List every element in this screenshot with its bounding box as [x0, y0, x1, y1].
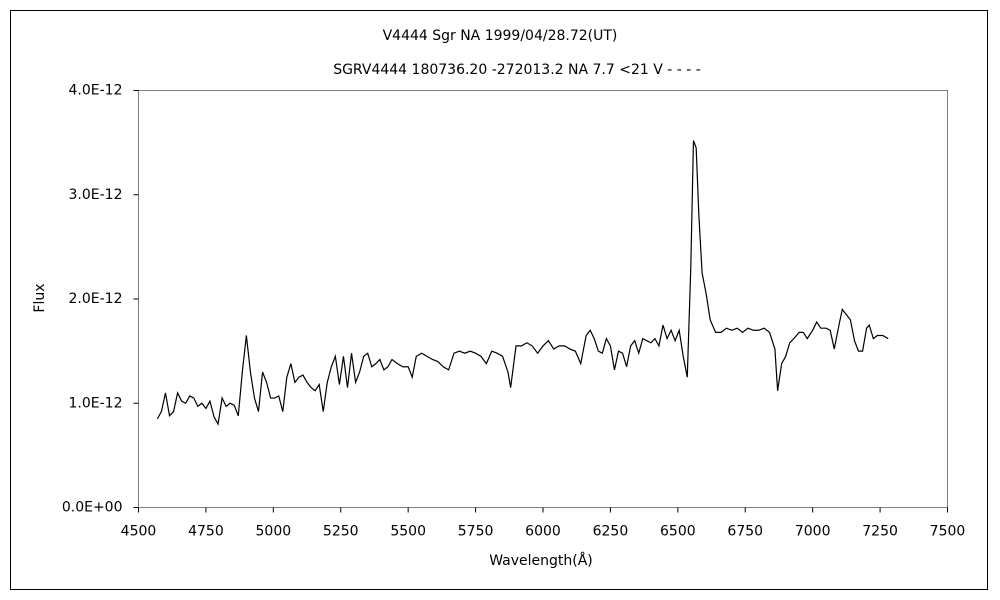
x-tick-label: 5500 — [390, 524, 426, 540]
y-tick-label: 2.0E-12 — [69, 291, 123, 307]
x-tick-label: 5000 — [256, 524, 292, 540]
y-tick-label: 4.0E-12 — [69, 83, 123, 99]
x-tick-label: 4500 — [121, 524, 157, 540]
y-tick-label: 0.0E+00 — [62, 500, 123, 516]
x-tick-label: 6500 — [660, 524, 696, 540]
x-tick-label: 7250 — [862, 524, 898, 540]
x-tick-label: 6750 — [727, 524, 763, 540]
x-tick-label: 7500 — [930, 524, 966, 540]
y-tick-label: 3.0E-12 — [69, 187, 123, 203]
y-axis-label: Flux — [32, 283, 48, 312]
plot-frame — [138, 90, 948, 508]
x-tick-label: 6250 — [593, 524, 629, 540]
y-tick-label: 1.0E-12 — [69, 395, 123, 411]
chart-subtitle: SGRV4444 180736.20 -272013.2 NA 7.7 <21 … — [333, 62, 701, 78]
chart-title: V4444 Sgr NA 1999/04/28.72(UT) — [383, 28, 618, 44]
x-tick-label: 5250 — [323, 524, 359, 540]
chart-border — [10, 10, 988, 590]
spectrum-line — [156, 140, 889, 426]
x-tick-label: 7000 — [795, 524, 831, 540]
x-tick-label: 4750 — [188, 524, 224, 540]
x-axis-label: Wavelength(Å) — [489, 552, 593, 569]
x-tick-label: 5750 — [458, 524, 494, 540]
x-tick-label: 6000 — [525, 524, 561, 540]
